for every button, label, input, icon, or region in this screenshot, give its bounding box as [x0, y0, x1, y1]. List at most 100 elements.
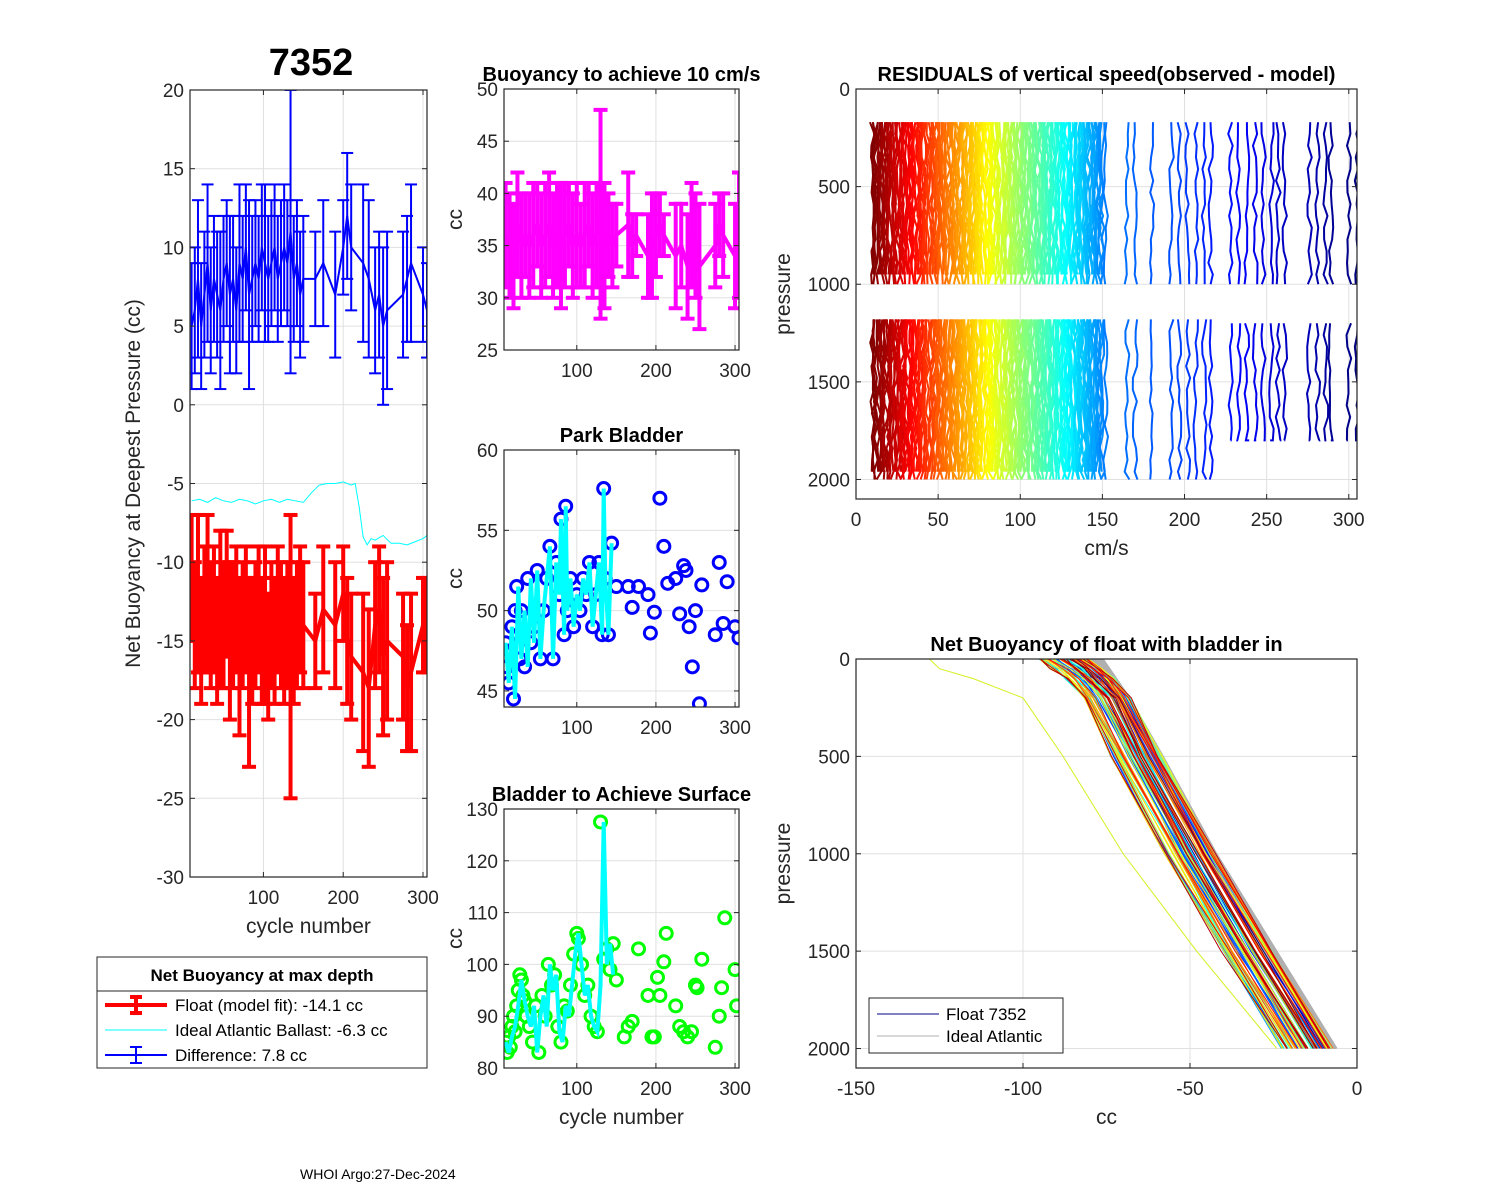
residual-profile [908, 319, 915, 472]
residual-profile [879, 319, 886, 472]
data-point [729, 998, 739, 1014]
residual-profile [1207, 319, 1214, 480]
residuals-axes: 0 50 100 150 200 250 300 0 500 1000 1500 2000 RESIDU… [772, 64, 1365, 560]
y-tick-label: 5 [173, 317, 184, 338]
residual-profile [1235, 122, 1242, 285]
plot-area [929, 659, 1338, 1050]
x-tick-label: 300 [1333, 510, 1365, 531]
float-profile [1062, 659, 1309, 1049]
residual-profile [1176, 319, 1183, 480]
trend-line [504, 488, 614, 700]
grid-lines [190, 89, 427, 878]
residual-profile [1176, 121, 1183, 285]
residual-profile [1071, 122, 1079, 275]
y-tick-label: 15 [163, 160, 184, 181]
residual-profile [1268, 122, 1275, 285]
data-point [640, 987, 656, 1003]
y-tick-label: -10 [157, 553, 184, 574]
y-tick-label: 0 [173, 396, 184, 417]
residual-profile [955, 121, 962, 275]
net-buoyancy-axes: 100 200 300 -30 -25 -20 -15 -10 -5 0 5 10 15 20 cycle … [122, 81, 439, 938]
y-tick-label: -20 [157, 711, 184, 732]
data-point [642, 625, 658, 641]
data-point [731, 630, 739, 646]
residual-profile [1281, 323, 1289, 442]
data-point [715, 615, 731, 631]
residual-profile [1123, 319, 1131, 480]
y-tick-label: 10 [163, 238, 184, 259]
x-tick-label: 200 [1169, 510, 1201, 531]
residual-profile [1060, 319, 1067, 472]
residual-profile [978, 319, 985, 472]
residual-profile [1185, 319, 1192, 480]
chart-title: Bladder to Achieve Surface [492, 784, 751, 806]
y-tick-label: 1500 [808, 373, 850, 394]
residual-profile [906, 319, 913, 472]
data-point [652, 490, 668, 506]
residual-profile [1345, 322, 1353, 442]
axes-box [503, 88, 740, 351]
profile-legend: Float 7352 Ideal Atlantic [868, 997, 1064, 1054]
residual-profile [1099, 319, 1106, 480]
x-tick-label: 100 [561, 1079, 593, 1100]
residual-profile [1026, 122, 1032, 275]
residual-profile [1030, 319, 1037, 480]
x-tick-label: 300 [719, 1079, 751, 1100]
residual-profile [1070, 319, 1077, 480]
axes-box [855, 658, 1358, 1069]
chart-title: RESIDUALS of vertical speed(observed - m… [878, 64, 1336, 86]
residual-profile [1168, 319, 1175, 480]
x-tick-label: 200 [640, 718, 672, 739]
float-profile [1052, 659, 1301, 1049]
chart-title: Park Bladder [560, 425, 684, 447]
residual-profile [1192, 319, 1199, 480]
x-tick-label: 100 [1004, 510, 1036, 531]
residual-profile [1200, 122, 1207, 285]
residual-profile [1201, 319, 1208, 480]
data-point [646, 604, 662, 620]
legend-title: Net Buoyancy at max depth [151, 966, 374, 985]
y-tick-label: 55 [477, 521, 498, 542]
x-tick-label: 300 [719, 718, 751, 739]
residual-profile [977, 121, 985, 275]
y-tick-label: 40 [477, 184, 498, 205]
residual-profile [1353, 323, 1357, 442]
float-profile [1048, 659, 1293, 1049]
data-point [714, 980, 730, 996]
y-tick-label: 60 [477, 441, 498, 462]
float-profile [1086, 659, 1331, 1049]
data-point [631, 579, 647, 595]
x-axis-label: cycle number [559, 1106, 684, 1129]
residual-profile [1251, 323, 1259, 442]
residual-profile [1007, 319, 1014, 472]
residual-profile [875, 319, 883, 480]
data-point [717, 910, 733, 926]
data-point [608, 972, 624, 988]
y-tick-label: 110 [468, 904, 498, 925]
float-profile [1063, 659, 1313, 1049]
data-point [652, 987, 668, 1003]
residual-profile [1064, 122, 1072, 275]
residual-profile [1274, 323, 1282, 442]
y-axis-label: cc [444, 209, 467, 230]
residual-profile [1004, 121, 1011, 285]
y-tick-label: 2000 [808, 470, 850, 491]
float-profile [1040, 659, 1288, 1049]
residual-profile [1193, 121, 1200, 285]
residual-profile [913, 121, 921, 275]
y-axis-label: Net Buoyancy at Deepest Pressure (cc) [122, 299, 145, 668]
outlier-profile [929, 659, 1278, 1049]
data-point [624, 599, 640, 615]
data-point [684, 1024, 700, 1040]
residual-profile [1040, 319, 1048, 472]
residual-profile [962, 122, 969, 275]
residual-profile [1131, 319, 1139, 480]
residual-profile [1015, 319, 1022, 472]
y-axis-label: cc [444, 568, 467, 589]
residual-profile [1184, 121, 1191, 285]
y-tick-label: 120 [466, 852, 498, 873]
trend-line [504, 821, 616, 1054]
residual-profile [1131, 122, 1139, 285]
residual-profile [892, 319, 900, 472]
